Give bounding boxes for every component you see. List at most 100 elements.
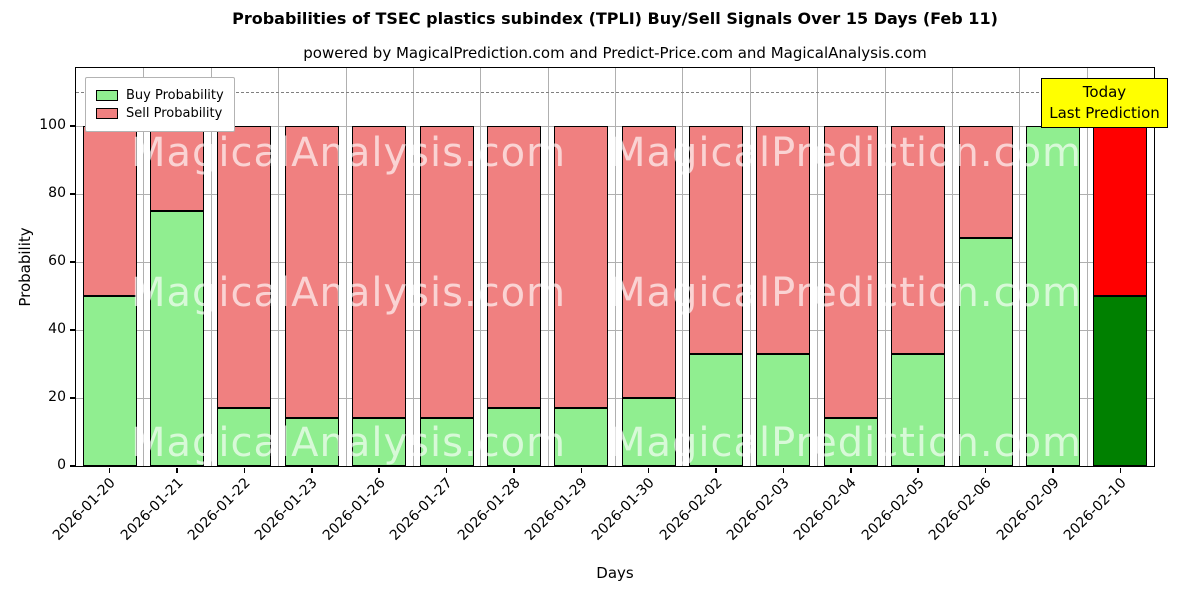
today-annotation-line2: Last Prediction bbox=[1049, 104, 1160, 122]
x-tick-label-text: 2026-02-03 bbox=[723, 475, 793, 544]
y-tick-label: 40 bbox=[48, 320, 66, 337]
bar-buy-segment bbox=[621, 397, 676, 466]
bar-buy-segment bbox=[554, 408, 609, 466]
bar-sell-segment bbox=[82, 125, 137, 296]
x-tick-mark bbox=[176, 468, 178, 473]
bar-buy-segment bbox=[823, 418, 878, 466]
x-tick-label-text: 2026-01-22 bbox=[184, 475, 254, 544]
x-tick-label-text: 2026-01-28 bbox=[454, 475, 524, 544]
y-tick-label: 100 bbox=[39, 116, 66, 133]
gridline-vertical bbox=[682, 68, 684, 466]
x-tick-mark bbox=[917, 468, 919, 473]
x-tick-label-text: 2026-01-21 bbox=[117, 475, 187, 544]
x-tick-mark bbox=[850, 468, 852, 473]
gridline-vertical bbox=[1086, 68, 1088, 466]
chart-subtitle: powered by MagicalPrediction.com and Pre… bbox=[303, 44, 927, 62]
y-tick-label: 0 bbox=[57, 457, 66, 473]
bar-sell-segment bbox=[621, 125, 676, 398]
chart-title: Probabilities of TSEC plastics subindex … bbox=[232, 9, 998, 28]
y-tick-label: 80 bbox=[48, 184, 66, 201]
x-tick-label-text: 2026-02-02 bbox=[656, 475, 726, 544]
bar-sell-segment bbox=[1093, 125, 1148, 296]
bar-buy-segment bbox=[486, 408, 541, 466]
y-tick-mark bbox=[70, 125, 75, 127]
x-tick-mark bbox=[782, 468, 785, 473]
gridline-vertical bbox=[345, 68, 347, 466]
gridline-vertical bbox=[480, 68, 482, 466]
bar-buy-segment bbox=[82, 295, 137, 466]
x-tick-label-text: 2026-01-30 bbox=[589, 475, 659, 544]
dashed-threshold-line bbox=[76, 91, 1154, 93]
legend-sell-label: Sell Probability bbox=[126, 106, 223, 121]
gridline-vertical bbox=[210, 68, 212, 466]
gridline-vertical bbox=[278, 68, 280, 466]
x-tick-label-text: 2026-01-27 bbox=[387, 475, 456, 544]
gridline-vertical bbox=[884, 68, 886, 466]
gridline-vertical bbox=[143, 68, 145, 466]
x-tick-label-text: 2026-01-23 bbox=[252, 475, 322, 544]
watermark-text: MagicalAnalysis.com bbox=[131, 270, 567, 316]
gridline-vertical bbox=[615, 68, 616, 466]
plot-area: MagicalAnalysis.com MagicalPrediction.com… bbox=[75, 67, 1155, 467]
x-tick-mark bbox=[243, 468, 246, 473]
gridline-vertical bbox=[547, 68, 549, 466]
y-tick-label: 60 bbox=[48, 252, 66, 269]
x-tick-label-text: 2026-02-10 bbox=[1060, 475, 1130, 544]
bar-buy-segment bbox=[958, 238, 1013, 466]
bar-sell-segment bbox=[823, 125, 878, 419]
watermark-text: MagicalPrediction.com bbox=[611, 270, 1082, 316]
bar-buy-segment bbox=[1025, 125, 1080, 466]
y-tick-label: 20 bbox=[48, 388, 66, 405]
bar-buy-segment bbox=[352, 418, 407, 466]
today-annotation: Today Last Prediction bbox=[1041, 78, 1168, 128]
bar-sell-segment bbox=[486, 125, 541, 409]
bar-sell-segment bbox=[284, 125, 339, 419]
x-tick-label-text: 2026-01-29 bbox=[521, 475, 591, 544]
watermark-text: MagicalPrediction.com bbox=[611, 130, 1082, 176]
gridline-vertical bbox=[951, 68, 953, 466]
gridline-vertical bbox=[817, 68, 819, 466]
bar-buy-segment bbox=[217, 408, 272, 466]
x-tick-label-text: 2026-02-09 bbox=[993, 475, 1063, 544]
bar-buy-segment bbox=[1093, 295, 1148, 466]
watermark-text: MagicalPrediction.com bbox=[611, 420, 1082, 466]
legend: Buy Probability Sell Probability bbox=[85, 77, 235, 132]
bar-buy-segment bbox=[689, 353, 743, 466]
buy-swatch bbox=[96, 90, 118, 101]
bar-sell-segment bbox=[689, 125, 743, 354]
bar-sell-segment bbox=[891, 125, 946, 354]
gridline-vertical bbox=[1019, 68, 1021, 466]
bar-sell-segment bbox=[554, 125, 609, 409]
legend-row-buy: Buy Probability bbox=[96, 88, 224, 103]
x-tick-mark bbox=[378, 468, 380, 473]
watermark-text: MagicalAnalysis.com bbox=[131, 130, 567, 176]
y-tick-mark bbox=[70, 193, 75, 195]
bar-sell-segment bbox=[352, 125, 407, 419]
x-tick-mark bbox=[715, 468, 717, 473]
y-tick-mark bbox=[70, 397, 75, 399]
x-tick-mark bbox=[647, 468, 650, 473]
bar-buy-segment bbox=[419, 418, 474, 466]
x-tick-mark bbox=[311, 468, 313, 473]
watermark-text: MagicalAnalysis.com bbox=[131, 420, 567, 466]
x-tick-label-text: 2026-02-05 bbox=[858, 475, 928, 544]
x-tick-mark bbox=[984, 468, 987, 473]
x-tick-label-text: 2026-02-06 bbox=[926, 475, 995, 544]
gridline-vertical bbox=[412, 68, 414, 466]
y-tick-mark bbox=[70, 465, 75, 467]
legend-row-sell: Sell Probability bbox=[96, 106, 224, 121]
x-tick-mark bbox=[580, 468, 582, 473]
bar-sell-segment bbox=[756, 125, 811, 354]
x-tick-mark bbox=[1119, 468, 1121, 473]
x-tick-label-text: 2026-01-26 bbox=[319, 475, 389, 544]
gridline-vertical bbox=[749, 68, 751, 466]
x-tick-label-text: 2026-02-04 bbox=[791, 475, 861, 544]
x-axis-label: Days bbox=[596, 564, 634, 582]
bar-sell-segment bbox=[958, 125, 1013, 239]
x-tick-mark bbox=[513, 468, 515, 473]
y-tick-mark bbox=[70, 261, 75, 263]
sell-swatch bbox=[96, 108, 118, 119]
today-annotation-line1: Today bbox=[1082, 83, 1127, 101]
legend-buy-label: Buy Probability bbox=[126, 88, 224, 103]
